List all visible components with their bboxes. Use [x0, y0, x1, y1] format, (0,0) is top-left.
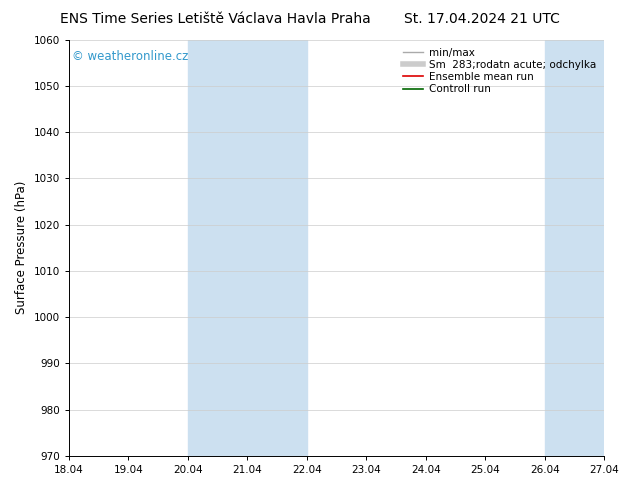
- Y-axis label: Surface Pressure (hPa): Surface Pressure (hPa): [15, 181, 28, 315]
- Text: ENS Time Series Letiště Václava Havla Praha: ENS Time Series Letiště Václava Havla Pr…: [60, 12, 371, 26]
- Text: © weatheronline.cz: © weatheronline.cz: [72, 50, 188, 63]
- Bar: [545, 40, 604, 456]
- Text: St. 17.04.2024 21 UTC: St. 17.04.2024 21 UTC: [404, 12, 560, 26]
- Legend: min/max, Sm  283;rodatn acute; odchylka, Ensemble mean run, Controll run: min/max, Sm 283;rodatn acute; odchylka, …: [399, 45, 599, 98]
- Bar: [188, 40, 307, 456]
